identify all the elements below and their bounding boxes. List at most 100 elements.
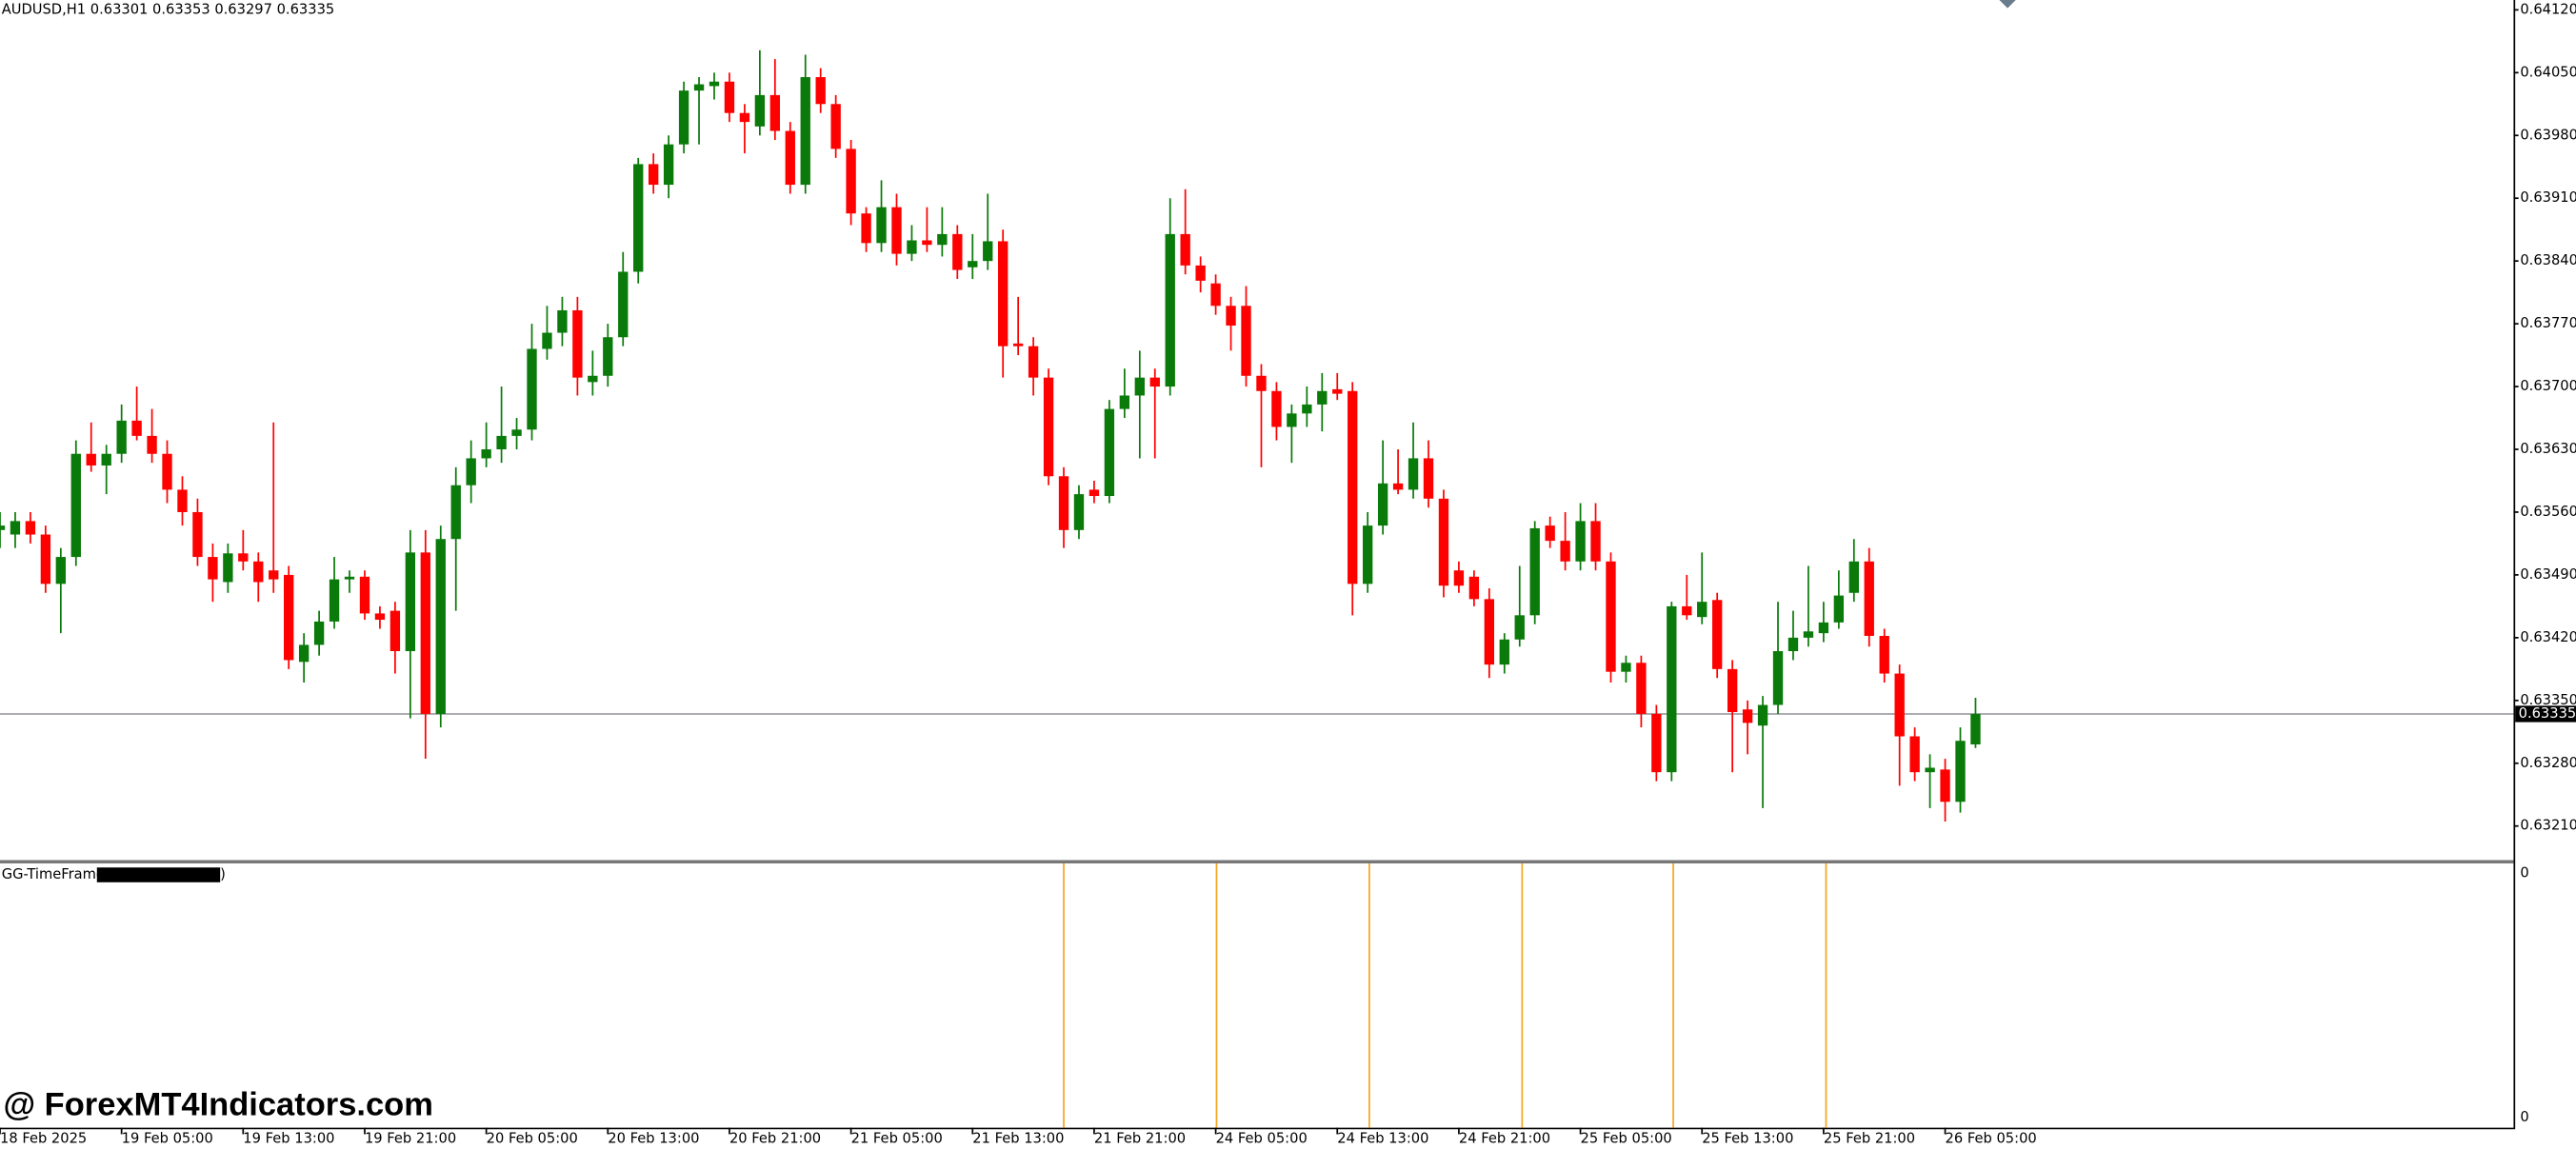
candle-body (1012, 343, 1024, 347)
candle-body (1088, 489, 1100, 497)
candle-body (542, 332, 552, 349)
x-tick-label: 18 Feb 2025 (0, 1131, 87, 1147)
candle-body (1970, 713, 1981, 744)
candle-body (1104, 408, 1115, 497)
y-tick-label: 0.63490 (2520, 566, 2576, 583)
candle-body (101, 453, 111, 466)
candle-body (1210, 283, 1221, 307)
candle-body (769, 94, 781, 131)
candle-body (1484, 599, 1495, 665)
candle-body (1195, 265, 1206, 281)
y-tick-label: 0.63630 (2520, 441, 2576, 457)
candle-body (374, 613, 386, 621)
indicator-value-box (96, 867, 221, 882)
candle-body (1909, 736, 1920, 773)
candle-body (481, 449, 491, 459)
candle-body (313, 621, 325, 645)
candle-body (450, 485, 461, 540)
candle-body (0, 525, 6, 530)
candle-body (147, 435, 157, 454)
candle-body (739, 112, 750, 123)
candle-body (588, 375, 598, 383)
candle-body (709, 81, 720, 87)
candle-body (1727, 668, 1738, 713)
candle-body (1226, 306, 1236, 327)
indicator-markers (1063, 862, 1827, 1128)
candle-body (1377, 483, 1388, 526)
candle-body (1757, 704, 1768, 726)
y-tick-label: 0.63700 (2520, 378, 2576, 394)
candle-body (1742, 709, 1753, 723)
indicator-axis-label: 0 (2520, 1109, 2528, 1125)
candle-body (968, 261, 978, 267)
y-tick-label: 0.63560 (2520, 504, 2576, 520)
candle-body (511, 429, 522, 436)
candle-body (922, 240, 932, 246)
candle-body (192, 511, 203, 558)
candle-body (1514, 615, 1525, 640)
x-tick-label: 25 Feb 05:00 (1581, 1131, 1672, 1147)
candle-body (648, 164, 659, 186)
candle-body (1818, 622, 1829, 634)
y-tick-label: 0.63350 (2520, 692, 2576, 708)
x-tick-label: 21 Feb 05:00 (851, 1131, 943, 1147)
candle-body (815, 77, 826, 105)
candle-body (1499, 639, 1509, 665)
candle-body (1241, 306, 1251, 376)
candle-body (1879, 635, 1889, 674)
y-tick-label: 0.63770 (2520, 315, 2576, 331)
candle-body (116, 420, 127, 454)
header: AUDUSD,H1 0.63301 0.63353 0.63297 0.6333… (2, 1, 335, 17)
candle-body (131, 420, 142, 436)
candle-body (1682, 605, 1692, 616)
y-tick-label: 0.63840 (2520, 252, 2576, 268)
candle-body (1940, 769, 1950, 802)
x-tick-label: 25 Feb 13:00 (1702, 1131, 1793, 1147)
candle-body (1575, 521, 1586, 562)
candle-body (1529, 527, 1540, 616)
candle-body (907, 240, 917, 254)
x-tick-label: 24 Feb 05:00 (1216, 1131, 1308, 1147)
candle-body (405, 552, 416, 652)
candle-body (1332, 388, 1343, 394)
candle-body (86, 453, 96, 466)
x-tick-label: 24 Feb 21:00 (1459, 1131, 1550, 1147)
x-tick-label: 21 Feb 21:00 (1094, 1131, 1186, 1147)
candle-body (208, 557, 218, 580)
candle-body (1772, 651, 1784, 705)
candle-body (952, 233, 963, 270)
candle-body (603, 337, 613, 376)
candle-body (693, 84, 705, 91)
candle-body (1119, 395, 1130, 409)
candle-body (618, 271, 629, 338)
candle-body (1894, 673, 1905, 737)
candle-body (1423, 458, 1434, 499)
candle-body (1180, 233, 1190, 266)
candle-body (162, 453, 172, 490)
candle-body (1287, 413, 1297, 427)
last-price-label: 0.63335 (2519, 705, 2576, 722)
x-tick-label: 21 Feb 13:00 (972, 1131, 1064, 1147)
candle-body (861, 213, 871, 244)
candle-body (633, 164, 644, 272)
candle-body (846, 149, 856, 214)
candle-body (1560, 541, 1570, 562)
candle-body (55, 557, 67, 584)
y-tick-label: 0.64120 (2520, 1, 2576, 17)
candle-body (298, 644, 310, 663)
candle-body (10, 521, 21, 535)
candle-body (800, 77, 810, 186)
y-tick-label: 0.63280 (2520, 755, 2576, 771)
candle-body (1833, 595, 1845, 623)
candle-body (1149, 377, 1160, 387)
candle-body (435, 539, 446, 714)
x-tick-label: 20 Feb 13:00 (608, 1131, 699, 1147)
candle-body (1453, 570, 1465, 586)
candle-body (1271, 390, 1282, 427)
candle-body (1438, 498, 1449, 586)
candle-body (1165, 233, 1175, 387)
candle-body (359, 576, 370, 614)
candle-body (25, 521, 36, 535)
